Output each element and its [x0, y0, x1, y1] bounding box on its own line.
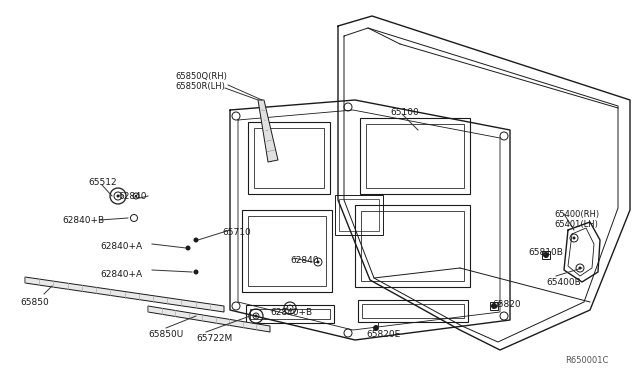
Text: 65512: 65512: [88, 178, 116, 187]
Circle shape: [116, 195, 120, 198]
Text: 62840+A: 62840+A: [100, 242, 142, 251]
Text: 65810B: 65810B: [528, 248, 563, 257]
Text: 65850Q(RH)
65850R(LH): 65850Q(RH) 65850R(LH): [175, 72, 227, 92]
Bar: [366, 124, 464, 188]
Circle shape: [317, 260, 319, 263]
Circle shape: [579, 266, 582, 269]
Bar: [335, 195, 383, 235]
Bar: [246, 305, 334, 323]
Text: 65400B: 65400B: [546, 278, 580, 287]
Text: 62840+B: 62840+B: [270, 308, 312, 317]
Text: 65820: 65820: [492, 300, 520, 309]
Bar: [339, 199, 379, 231]
Text: 65850: 65850: [20, 298, 49, 307]
Bar: [242, 210, 332, 292]
Text: 65400(RH)
65401(LH): 65400(RH) 65401(LH): [554, 210, 599, 230]
Text: 62840: 62840: [290, 256, 319, 265]
Bar: [490, 302, 498, 310]
Bar: [358, 300, 468, 322]
Polygon shape: [148, 306, 270, 332]
Circle shape: [193, 269, 198, 275]
Circle shape: [491, 303, 497, 309]
Circle shape: [135, 195, 137, 197]
Text: 65722M: 65722M: [196, 334, 232, 343]
Circle shape: [543, 252, 549, 258]
Text: 65100: 65100: [390, 108, 419, 117]
Bar: [542, 251, 550, 259]
Circle shape: [373, 325, 379, 331]
Text: 65850U: 65850U: [148, 330, 183, 339]
Polygon shape: [258, 100, 278, 162]
Text: 62840+B: 62840+B: [62, 216, 104, 225]
Text: 62840+A: 62840+A: [100, 270, 142, 279]
Bar: [362, 304, 464, 318]
Text: R650001C: R650001C: [564, 356, 608, 365]
Text: 65820E: 65820E: [366, 330, 400, 339]
Text: 62840: 62840: [118, 192, 147, 201]
Circle shape: [186, 246, 191, 250]
Bar: [360, 118, 470, 194]
Circle shape: [573, 237, 575, 240]
Bar: [355, 205, 470, 287]
Circle shape: [255, 314, 257, 317]
Bar: [254, 128, 324, 188]
Circle shape: [193, 237, 198, 243]
Polygon shape: [25, 277, 224, 312]
Bar: [248, 216, 326, 286]
Bar: [248, 122, 330, 194]
Text: 65710: 65710: [222, 228, 251, 237]
Bar: [361, 211, 464, 281]
Bar: [250, 309, 330, 319]
